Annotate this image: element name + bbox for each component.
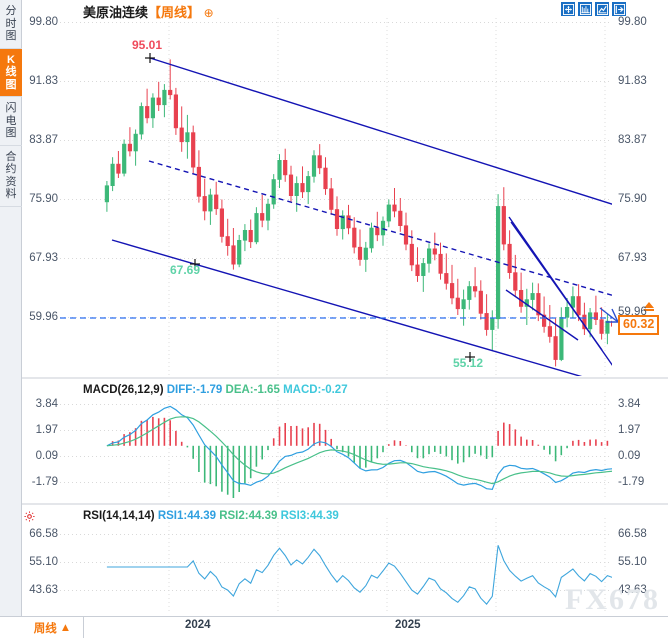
- chart-canvas-area[interactable]: 美原油连续【周线】 ⊕: [22, 0, 668, 616]
- price-axis-label-right-0: 99.80: [618, 16, 647, 28]
- macd-axis-label-left-2: 0.09: [35, 450, 58, 462]
- rsi-axis-label-right-1: 55.10: [618, 556, 647, 568]
- low-marker-1: [190, 259, 200, 269]
- chart-svg: [22, 18, 668, 612]
- price-axis-label-left-1: 91.83: [29, 75, 58, 87]
- price-axis-label-right-1: 91.83: [618, 75, 647, 87]
- annotation-high-95: 95.01: [132, 38, 163, 52]
- annotation-low-5512: 55.12: [453, 356, 484, 370]
- rsi-axis-label-right-0: 66.58: [618, 528, 647, 540]
- price-axis-label-right-2: 83.87: [618, 134, 647, 146]
- chart-toolbar: [561, 2, 626, 16]
- rsi-axis-label-right-2: 43.63: [618, 584, 647, 596]
- macd-name-label: MACD(26,12,9): [83, 384, 164, 396]
- rsi-axis-label-left-0: 66.58: [29, 528, 58, 540]
- rsi-name-label: RSI(14,14,14): [83, 510, 155, 522]
- rsi-axis-label-left-2: 43.63: [29, 584, 58, 596]
- rsi-settings-icon[interactable]: [24, 509, 35, 522]
- macd-axis-label-right-1: 1.97: [618, 424, 641, 436]
- macd-dea-label: DEA:-1.65: [225, 384, 280, 396]
- current-price-tag[interactable]: 60.32: [618, 315, 660, 335]
- sidebar-item-timeshare[interactable]: 分时图: [0, 0, 22, 49]
- price-axis-label-left-5: 59.96: [29, 311, 58, 323]
- macd-axis-label-left-1: 1.97: [35, 424, 58, 436]
- chart-symbol-label: 美原油连续: [83, 5, 149, 20]
- macd-axis-label-left-3: -1.79: [31, 476, 58, 488]
- macd-header: MACD(26,12,9) DIFF:-1.79 DEA:-1.65 MACD:…: [83, 384, 348, 396]
- macd-axis-label-right-3: -1.79: [618, 476, 645, 488]
- price-axis-label-left-0: 99.80: [29, 16, 58, 28]
- rsi2-label: RSI2:44.39: [219, 510, 278, 522]
- sidebar-item-kline[interactable]: K线图: [0, 48, 22, 97]
- low-marker-2: [465, 352, 475, 362]
- chart-layout-icon[interactable]: [578, 2, 592, 16]
- period-tab-weekly[interactable]: 周线 ▲: [22, 617, 84, 638]
- sidebar-item-flash[interactable]: 闪电图: [0, 97, 22, 146]
- left-sidebar: 分时图 K线图 闪电图 合约资料: [0, 0, 22, 616]
- price-axis-label-right-3: 75.90: [618, 193, 647, 205]
- price-axis-label-left-4: 67.93: [29, 252, 58, 264]
- annotation-low-6769: 67.69: [170, 263, 201, 277]
- sort-arrow-icon: ▲: [59, 621, 72, 634]
- x-axis-label-2025: 2025: [395, 619, 421, 631]
- rsi3-label: RSI3:44.39: [280, 510, 339, 522]
- rsi-axis-label-left-1: 55.10: [29, 556, 58, 568]
- price-axis-label-left-3: 75.90: [29, 193, 58, 205]
- macd-axis-label-right-0: 3.84: [618, 398, 641, 410]
- period-tab-label: 周线: [33, 622, 57, 635]
- macd-axis-label-right-2: 0.09: [618, 450, 641, 462]
- rsi-header: RSI(14,14,14) RSI1:44.39 RSI2:44.39 RSI3…: [83, 510, 339, 522]
- chart-scale-icon[interactable]: [595, 2, 609, 16]
- crosshair-icon[interactable]: ⊕: [203, 6, 214, 20]
- rsi1-label: RSI1:44.39: [157, 510, 216, 522]
- macd-axis-label-left-0: 3.84: [35, 398, 58, 410]
- x-axis-label-2024: 2024: [185, 619, 211, 631]
- peak-marker: [145, 53, 155, 63]
- current-price-marker: [644, 302, 654, 311]
- macd-value-label: MACD:-0.27: [283, 384, 348, 396]
- chart-title: 美原油连续【周线】 ⊕: [83, 2, 214, 21]
- price-axis-label-right-4: 67.93: [618, 252, 647, 264]
- bottom-bar: 周线 ▲ 2024 2025: [0, 616, 668, 638]
- export-icon[interactable]: [612, 2, 626, 16]
- macd-diff-label: DIFF:-1.79: [166, 384, 223, 396]
- fullscreen-icon[interactable]: [561, 2, 575, 16]
- price-axis-label-left-2: 83.87: [29, 134, 58, 146]
- sidebar-item-contract-info[interactable]: 合约资料: [0, 146, 22, 207]
- chart-period-label: 【周线】: [148, 5, 201, 20]
